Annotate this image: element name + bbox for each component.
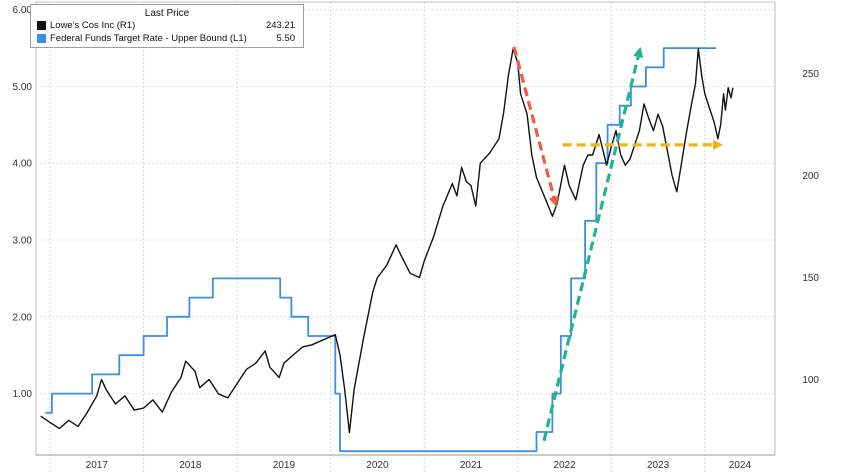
x-tick-label: 2018 [179,460,202,471]
legend-value-lowes: 243.21 [265,20,295,31]
left-tick-label: 1.00 [13,389,33,400]
legend-swatch-fed-funds [37,34,46,43]
right-axis: 100 150 200 250 [802,69,819,386]
right-tick-label: 200 [802,171,819,182]
grid [35,1,776,473]
left-tick-label: 2.00 [13,312,33,323]
x-tick-label: 2017 [86,460,109,471]
left-tick-label: 6.00 [13,5,33,16]
left-tick-label: 3.00 [13,236,33,247]
legend-value-fed-funds: 5.50 [276,33,296,44]
x-tick-label: 2023 [647,460,670,471]
x-tick-label: 2019 [273,460,296,471]
left-tick-label: 5.00 [13,82,33,93]
legend-item-fed-funds: Federal Funds Target Rate - Upper Bound … [37,32,303,45]
series-lowes-line [40,48,734,434]
legend-name-fed-funds: Federal Funds Target Rate - Upper Bound … [50,33,247,44]
annotation-arrow [542,46,644,442]
annotations [512,46,724,442]
x-tick-label: 2024 [729,460,752,471]
plot-frame [35,1,776,456]
right-tick-label: 250 [802,69,819,80]
legend-title: Last Price [144,8,190,19]
right-tick-label: 150 [802,273,819,284]
x-tick-label: 2020 [366,460,389,471]
left-axis: 1.00 2.00 3.00 4.00 5.00 6.00 [13,5,33,400]
x-tick-label: 2022 [553,460,576,471]
legend-name-lowes: Lowe's Cos Inc (R1) [50,20,136,31]
x-tick-label: 2021 [460,460,483,471]
legend-swatch-lowes [37,21,46,30]
right-tick-label: 100 [802,375,819,386]
legend: Last Price Lowe's Cos Inc (R1) 243.21 Fe… [30,4,304,48]
left-tick-label: 4.00 [13,159,33,170]
legend-item-lowes: Lowe's Cos Inc (R1) 243.21 [37,19,303,32]
x-axis: 2017 2018 2019 2020 2021 2022 2023 2024 [36,454,775,471]
series-layer [40,47,734,453]
series-fed-funds-line [45,47,717,453]
annotation-arrow [512,46,559,207]
